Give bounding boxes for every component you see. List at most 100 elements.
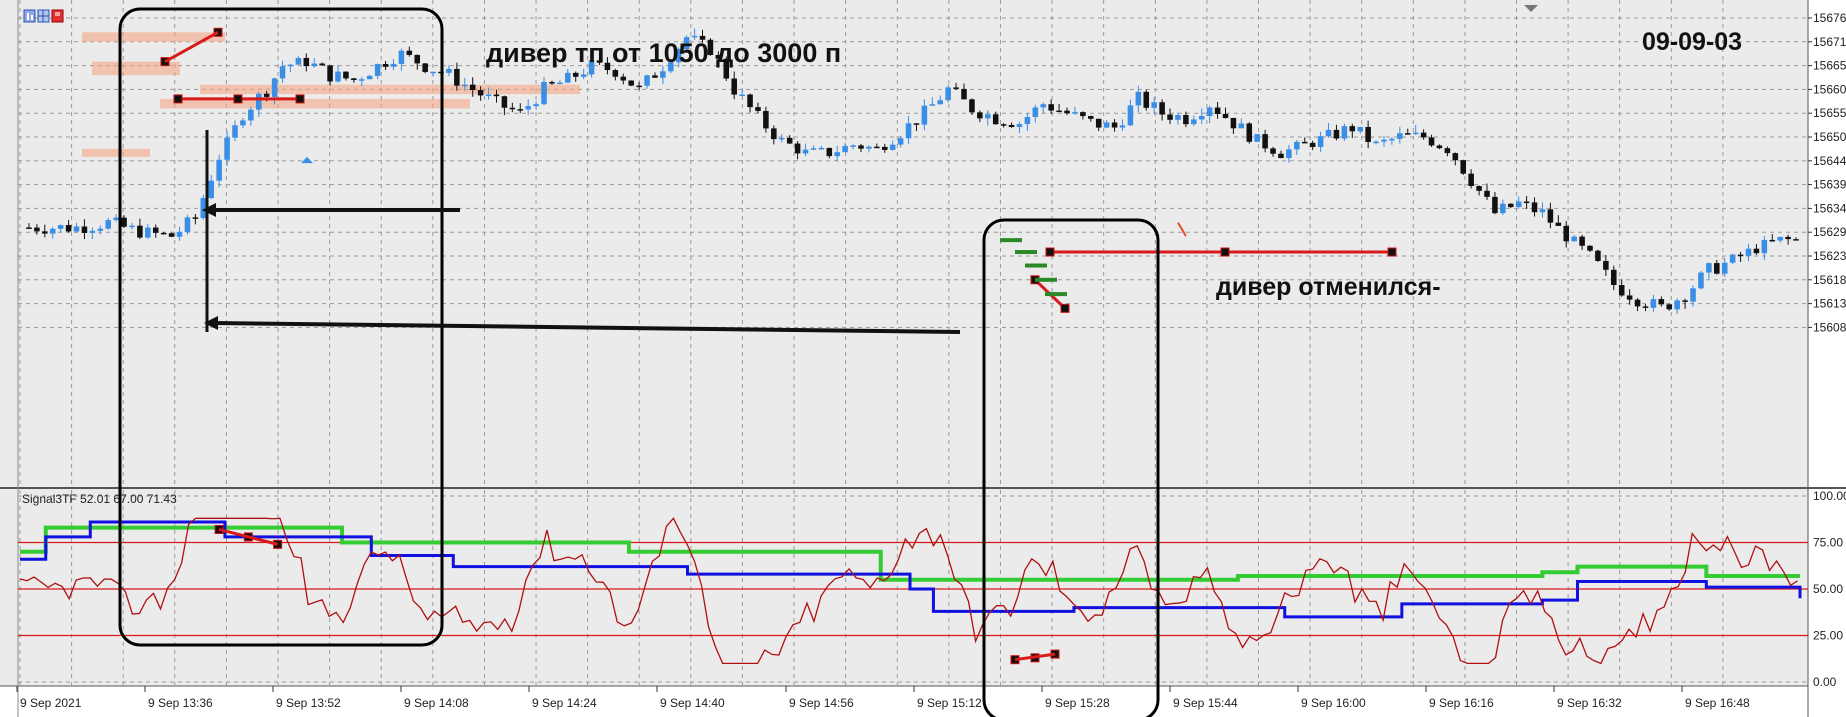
candle-bull xyxy=(929,104,936,106)
candle-bull xyxy=(129,225,135,228)
candle-bull xyxy=(810,148,817,150)
candle-bear xyxy=(406,50,413,55)
candle-bull xyxy=(668,62,674,72)
candle-bull xyxy=(1286,149,1292,159)
price-axis-labels: 15676 15671 15665 15660 15655 15650 15644 15639… xyxy=(1808,11,1846,334)
candle-bear xyxy=(1404,133,1411,135)
divergence-marker xyxy=(1060,303,1070,313)
candle-bull xyxy=(1690,288,1696,302)
candle-bear xyxy=(1000,124,1007,126)
candle-bear xyxy=(1603,260,1609,270)
bar-chart-icon[interactable] xyxy=(23,9,36,23)
time-tick: 9 Sep 14:40 xyxy=(660,696,725,710)
candle-bull xyxy=(937,100,944,105)
candle-bull xyxy=(1119,125,1126,128)
candle-bear xyxy=(1547,209,1554,223)
oscillator-series-green xyxy=(20,525,1800,582)
color-swatch-icon[interactable] xyxy=(51,9,64,23)
osc-tick-100.00: 100.00 xyxy=(1813,489,1846,503)
resistance-zones xyxy=(82,32,580,157)
candle-bear xyxy=(977,112,983,119)
candle-bull xyxy=(216,159,222,181)
candle-bear xyxy=(953,87,959,89)
candle-bull xyxy=(374,64,381,76)
candle-bull xyxy=(1151,102,1157,108)
candle-bear xyxy=(422,63,428,72)
divergence-marker xyxy=(233,94,243,104)
candle-bear xyxy=(1230,117,1237,129)
candle-bull xyxy=(232,125,238,138)
candle-bear xyxy=(1579,236,1585,246)
candle-bear xyxy=(1309,142,1316,147)
divergence-marker xyxy=(1387,247,1397,257)
candle-bear xyxy=(1048,104,1054,111)
candle-bear xyxy=(1737,254,1744,257)
candle-bear xyxy=(168,233,175,237)
candle-bear xyxy=(858,145,864,149)
candle-bear xyxy=(454,68,460,86)
candle-bear xyxy=(42,231,48,234)
candle-bear xyxy=(1587,245,1593,251)
candle-bull xyxy=(1238,123,1245,129)
oscillator-div-segment xyxy=(1014,652,1056,662)
candle-bull xyxy=(802,149,809,154)
candle-bull xyxy=(739,94,745,96)
candle-bull xyxy=(1412,132,1419,135)
time-tick: 9 Sep 2021 xyxy=(20,696,82,710)
candle-bear xyxy=(755,107,761,111)
price-tick-15639: 15639 xyxy=(1813,178,1846,192)
candle-bear xyxy=(1523,201,1530,204)
candle-bear xyxy=(596,60,603,63)
candle-bull xyxy=(889,144,896,150)
candle-bull xyxy=(462,84,468,87)
candle-bear xyxy=(652,75,658,78)
candle-bull xyxy=(89,230,96,233)
candle-bull xyxy=(691,35,698,38)
time-axis-labels: 9 Sep 2021 9 Sep 13:36 9 Sep 13:52 9 Sep 14… xyxy=(16,686,1750,710)
candle-bull xyxy=(113,217,119,221)
price-tick-15655: 15655 xyxy=(1813,106,1846,120)
candle-bear xyxy=(152,227,159,233)
arrow-upper xyxy=(202,203,460,217)
candle-bear xyxy=(34,227,40,232)
candle-bear xyxy=(874,146,880,149)
candle-bull xyxy=(1072,112,1078,114)
candle-bull xyxy=(1024,116,1031,125)
candle-bull xyxy=(1294,141,1300,150)
candle-bear xyxy=(636,85,642,88)
candle-bear xyxy=(1095,118,1102,128)
candle-bull xyxy=(778,137,785,140)
candle-bear xyxy=(1618,284,1625,296)
candle-bear xyxy=(961,88,967,100)
time-tick: 9 Sep 14:24 xyxy=(532,696,597,710)
candle-bear xyxy=(1563,225,1570,242)
time-tick: 9 Sep 16:16 xyxy=(1429,696,1494,710)
price-tick-15618: 15618 xyxy=(1813,273,1846,287)
candle-bull xyxy=(985,114,991,119)
candle-bear xyxy=(382,64,389,67)
candle-bull xyxy=(176,231,183,237)
candle-bull xyxy=(525,106,531,110)
time-tick: 9 Sep 15:44 xyxy=(1173,696,1238,710)
triangle-down-icon[interactable] xyxy=(1524,5,1538,12)
candle-bull xyxy=(1721,262,1728,274)
resistance-zone xyxy=(160,98,470,109)
candle-bear xyxy=(1365,126,1371,142)
price-tick-15671: 15671 xyxy=(1813,35,1846,49)
candle-bull xyxy=(485,94,492,97)
candle-bull xyxy=(1698,272,1704,289)
candle-bear xyxy=(1222,113,1229,118)
candle-bear xyxy=(715,54,722,59)
candle-bull xyxy=(184,217,191,232)
candle-bear xyxy=(881,146,888,150)
price-panel-background xyxy=(0,0,1808,487)
candle-bull xyxy=(57,225,64,229)
divergence-marker xyxy=(173,94,183,104)
time-tick: 9 Sep 16:48 xyxy=(1685,696,1750,710)
candle-bull xyxy=(1650,299,1657,308)
grid-icon[interactable] xyxy=(37,9,50,23)
oscillator-axis-labels: 100.00 75.00 50.00 25.00 0.00 xyxy=(1813,489,1846,689)
candle-bear xyxy=(1088,116,1094,119)
